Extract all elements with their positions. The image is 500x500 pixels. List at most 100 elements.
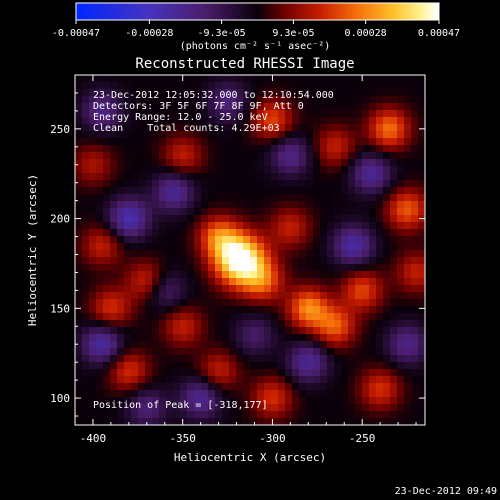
heatmap-cell — [89, 222, 97, 230]
heatmap-cell — [320, 75, 328, 83]
heatmap-cell — [117, 334, 125, 342]
heatmap-cell — [159, 89, 167, 97]
heatmap-cell — [229, 369, 237, 377]
chart-title: Reconstructed RHESSI Image — [135, 56, 354, 72]
heatmap-cell — [257, 201, 265, 209]
heatmap-cell — [138, 110, 146, 118]
heatmap-cell — [390, 334, 398, 342]
colorbar-unit-label: (photons cm⁻² s⁻¹ asec⁻²) — [180, 41, 331, 52]
heatmap-cell — [376, 110, 384, 118]
heatmap-cell — [138, 292, 146, 300]
heatmap-cell — [236, 187, 244, 195]
heatmap-cell — [208, 264, 216, 272]
heatmap-cell — [131, 96, 139, 104]
heatmap-cell — [82, 229, 90, 237]
colorbar-cell — [310, 3, 314, 20]
heatmap-cell — [236, 257, 244, 265]
heatmap-cell — [285, 215, 293, 223]
heatmap-cell — [271, 390, 279, 398]
heatmap-cell — [215, 397, 223, 405]
heatmap-cell — [418, 348, 426, 356]
heatmap-cell — [411, 411, 419, 419]
heatmap-cell — [313, 334, 321, 342]
heatmap-cell — [173, 383, 181, 391]
heatmap-cell — [285, 376, 293, 384]
heatmap-cell — [397, 257, 405, 265]
heatmap-cell — [75, 243, 83, 251]
heatmap-cell — [187, 278, 195, 286]
heatmap-cell — [159, 138, 167, 146]
heatmap-cell — [201, 292, 209, 300]
heatmap-cell — [320, 257, 328, 265]
heatmap-cell — [313, 257, 321, 265]
heatmap-cell — [75, 173, 83, 181]
heatmap-cell — [166, 215, 174, 223]
heatmap-cell — [159, 411, 167, 419]
heatmap-cell — [383, 201, 391, 209]
heatmap-cell — [285, 229, 293, 237]
heatmap-cell — [194, 369, 202, 377]
heatmap-cell — [152, 355, 160, 363]
heatmap-cell — [362, 131, 370, 139]
heatmap-cell — [236, 75, 244, 83]
heatmap-cell — [355, 159, 363, 167]
heatmap-cell — [131, 271, 139, 279]
heatmap-cell — [334, 138, 342, 146]
heatmap-cell — [383, 299, 391, 307]
heatmap-cell — [222, 166, 230, 174]
heatmap-cell — [264, 341, 272, 349]
heatmap-cell — [117, 397, 125, 405]
heatmap-cell — [327, 362, 335, 370]
heatmap-cell — [82, 376, 90, 384]
heatmap-cell — [320, 411, 328, 419]
heatmap-cell — [82, 257, 90, 265]
heatmap-cell — [145, 117, 153, 125]
heatmap-cell — [110, 341, 118, 349]
heatmap-cell — [117, 201, 125, 209]
heatmap-cell — [376, 341, 384, 349]
heatmap-cell — [89, 355, 97, 363]
heatmap-cell — [376, 369, 384, 377]
heatmap-cell — [173, 131, 181, 139]
heatmap-cell — [110, 376, 118, 384]
heatmap-cell — [299, 278, 307, 286]
heatmap-cell — [89, 397, 97, 405]
colorbar-cell — [424, 3, 428, 20]
heatmap-cell — [138, 159, 146, 167]
heatmap-cell — [355, 82, 363, 90]
heatmap-cell — [369, 292, 377, 300]
heatmap-cell — [292, 327, 300, 335]
heatmap-cell — [257, 362, 265, 370]
heatmap-cell — [243, 383, 251, 391]
heatmap-cell — [166, 383, 174, 391]
heatmap-cell — [152, 152, 160, 160]
heatmap-cell — [292, 110, 300, 118]
heatmap-cell — [376, 299, 384, 307]
heatmap-cell — [341, 229, 349, 237]
heatmap-cell — [369, 166, 377, 174]
colorbar-cell — [109, 3, 113, 20]
heatmap-cell — [222, 215, 230, 223]
heatmap-cell — [376, 306, 384, 314]
heatmap-cell — [306, 418, 314, 426]
heatmap-cell — [397, 82, 405, 90]
colorbar-cell — [175, 3, 179, 20]
heatmap-cell — [313, 138, 321, 146]
heatmap-cell — [208, 110, 216, 118]
heatmap-cell — [89, 103, 97, 111]
heatmap-cell — [355, 404, 363, 412]
heatmap-cell — [110, 299, 118, 307]
heatmap-cell — [257, 313, 265, 321]
heatmap-cell — [299, 369, 307, 377]
heatmap-cell — [103, 278, 111, 286]
heatmap-cell — [299, 159, 307, 167]
heatmap-cell — [131, 341, 139, 349]
heatmap-cell — [145, 208, 153, 216]
colorbar-cell — [379, 3, 383, 20]
heatmap-cell — [187, 75, 195, 83]
heatmap-cell — [194, 320, 202, 328]
heatmap-cell — [180, 96, 188, 104]
heatmap-cell — [208, 75, 216, 83]
heatmap-cell — [404, 236, 412, 244]
heatmap-cell — [299, 397, 307, 405]
